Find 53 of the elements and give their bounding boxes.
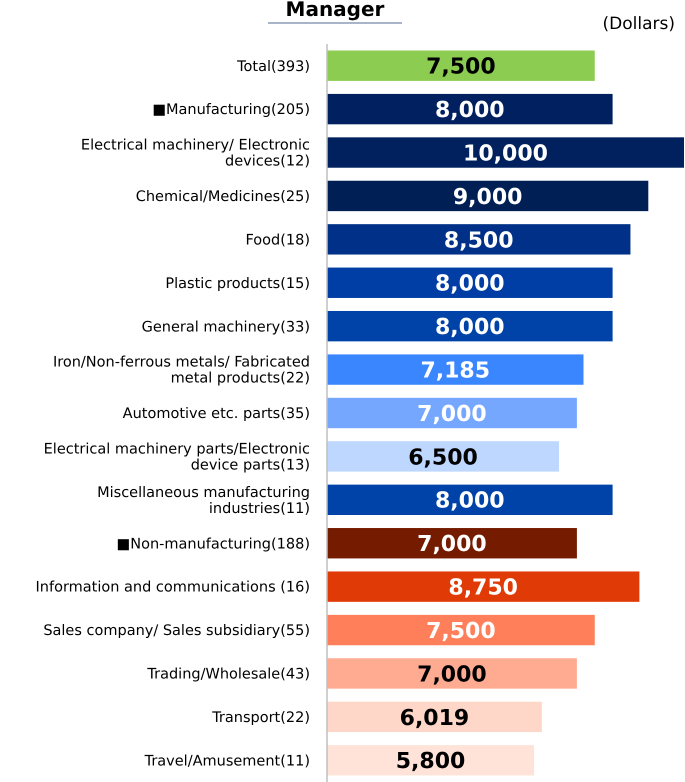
- data-label: 5,800: [396, 749, 466, 774]
- y-tick-label: Food(18): [245, 232, 310, 248]
- data-label: 7,500: [426, 54, 496, 80]
- data-label: 9,000: [452, 184, 522, 210]
- y-tick-label: ■Manufacturing(205): [152, 102, 310, 118]
- bar: [327, 745, 534, 776]
- bar: [327, 528, 577, 558]
- y-tick-label: Automotive etc. parts(35): [122, 406, 310, 422]
- data-label: 8,000: [435, 488, 505, 514]
- bar: [327, 614, 595, 646]
- data-label: 7,000: [417, 532, 487, 558]
- y-tick-label: Total(393): [236, 58, 310, 75]
- bar: [327, 224, 630, 255]
- bar: [327, 310, 613, 342]
- data-label: 7,000: [417, 662, 487, 688]
- data-label: 8,750: [448, 576, 518, 601]
- bar: [327, 94, 613, 124]
- y-tick-label: Trading/Wholesale(43): [146, 666, 310, 683]
- data-label: 8,500: [444, 228, 514, 254]
- data-label: 8,000: [435, 315, 505, 340]
- y-tick-label: Travel/Amusement(11): [144, 753, 310, 770]
- data-label: 7,185: [420, 358, 490, 384]
- y-tick-label: Miscellaneous manufacturing industries(11): [97, 484, 310, 517]
- data-label: 10,000: [463, 141, 548, 166]
- bar: [327, 268, 613, 298]
- bar: [327, 441, 560, 472]
- bar: [327, 571, 640, 602]
- y-tick-label: Sales company/ Sales subsidiary(55): [43, 623, 310, 640]
- data-label: 8,000: [435, 98, 505, 124]
- y-tick-label: Information and communications (16): [36, 580, 310, 596]
- y-tick-label: General machinery(33): [142, 319, 310, 336]
- bar: [327, 354, 584, 385]
- data-label: 7,500: [426, 618, 496, 644]
- bar: [327, 658, 577, 689]
- bar: [327, 702, 542, 732]
- y-tick-label: Electrical machinery/ Electronic devices(12): [80, 138, 310, 170]
- bar: [327, 398, 577, 428]
- y-tick-label: Iron/Non-ferrous metals/ Fabricated metal products(22): [52, 354, 310, 387]
- text: (Dollars): [602, 14, 675, 34]
- y-tick-label: Chemical/Medicines(25): [136, 189, 310, 206]
- data-label: 6,500: [408, 445, 478, 470]
- y-tick-label: Plastic products(15): [165, 276, 310, 292]
- y-tick-label: Electrical machinery parts/Electronic device parts(13): [44, 441, 310, 474]
- bar: [327, 50, 595, 81]
- y-tick-label: ■Non-manufacturing(188): [116, 536, 310, 552]
- data-label: 6,019: [400, 706, 470, 731]
- y-tick-label: Transport(22): [211, 710, 310, 726]
- bar: [327, 484, 613, 516]
- bar: [327, 180, 648, 212]
- data-label: 7,000: [417, 402, 487, 427]
- data-label: 8,000: [435, 272, 505, 297]
- bar: [327, 137, 684, 168]
- chart-title: Manager: [286, 0, 385, 21]
